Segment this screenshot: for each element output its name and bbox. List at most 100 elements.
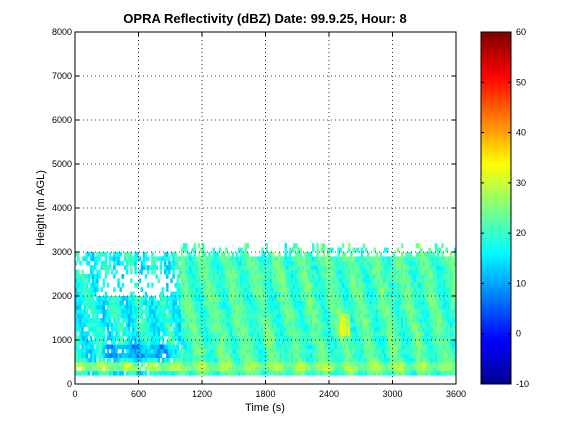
heatmap-cell [350, 282, 353, 288]
heatmap-cell [326, 357, 330, 363]
heatmap-cell [350, 366, 353, 372]
heatmap-cell [375, 318, 379, 323]
heatmap-cell [269, 344, 273, 350]
heatmap-cell [360, 265, 364, 270]
heatmap-cell [144, 274, 148, 279]
heatmap-cell [189, 335, 192, 341]
heatmap-cell [447, 269, 451, 275]
heatmap-cell [373, 274, 376, 279]
heatmap-cell [104, 300, 108, 306]
heatmap-cell [244, 247, 247, 253]
heatmap-cell [210, 291, 213, 297]
heatmap-cell [263, 331, 266, 336]
heatmap-cell [130, 340, 133, 345]
heatmap-cell [322, 282, 326, 288]
heatmap-cell [288, 313, 292, 319]
heatmap-cell [453, 282, 456, 288]
heatmap-cell [441, 291, 444, 297]
heatmap-cell [354, 291, 357, 297]
heatmap-cell [199, 260, 203, 266]
heatmap-cell [441, 287, 444, 292]
heatmap-cell [263, 300, 266, 306]
heatmap-cell [214, 256, 218, 262]
heatmap-cell [182, 260, 186, 266]
heatmap-cell [182, 300, 186, 306]
heatmap-cell [157, 318, 161, 323]
heatmap-cell [424, 291, 427, 297]
heatmap-cell [185, 300, 188, 306]
heatmap-cell [271, 357, 275, 363]
heatmap-cell [314, 304, 317, 310]
heatmap-cell [176, 322, 180, 328]
heatmap-cell [373, 260, 376, 266]
heatmap-cell [369, 335, 372, 341]
heatmap-cell [223, 252, 226, 257]
heatmap-cell [202, 335, 205, 341]
heatmap-cell [430, 269, 434, 275]
heatmap-cell [187, 304, 190, 310]
heatmap-cell [182, 313, 186, 319]
heatmap-cell [439, 304, 442, 310]
heatmap-cell [360, 326, 364, 332]
heatmap-cell [138, 370, 142, 376]
heatmap-cell [430, 326, 434, 332]
heatmap-cell [210, 340, 213, 345]
heatmap-cell [403, 274, 406, 279]
heatmap-cell [284, 260, 288, 266]
heatmap-cell [367, 282, 370, 288]
heatmap-cell [301, 340, 304, 345]
heatmap-cell [151, 309, 154, 314]
heatmap-cell [390, 265, 393, 270]
heatmap-cell [409, 344, 412, 350]
heatmap-cell [153, 309, 156, 314]
heatmap-cell [443, 362, 446, 367]
heatmap-cell [252, 282, 256, 288]
heatmap-cell [134, 344, 137, 350]
heatmap-cell [115, 304, 118, 310]
heatmap-cell [237, 366, 241, 372]
heatmap-cell [451, 300, 455, 306]
heatmap-cell [197, 353, 201, 358]
heatmap-cell [75, 287, 78, 292]
heatmap-cell [331, 322, 334, 328]
heatmap-cell [354, 300, 357, 306]
heatmap-cell [299, 274, 302, 279]
heatmap-cell [434, 326, 438, 332]
heatmap-cell [422, 331, 425, 336]
heatmap-cell [197, 344, 201, 350]
heatmap-cell [140, 269, 144, 275]
heatmap-cell [411, 282, 415, 288]
heatmap-cell [367, 362, 370, 367]
heatmap-cell [358, 362, 362, 367]
heatmap-cell [451, 362, 455, 367]
heatmap-cell [420, 335, 423, 341]
heatmap-cell [400, 278, 404, 284]
heatmap-cell [403, 300, 406, 306]
heatmap-cell [77, 309, 80, 314]
heatmap-cell [170, 260, 173, 266]
heatmap-cell [451, 318, 455, 323]
heatmap-cell [142, 362, 146, 367]
heatmap-cell [240, 366, 243, 372]
heatmap-cell [91, 269, 95, 275]
heatmap-cell [221, 269, 224, 275]
heatmap-cell [246, 366, 249, 372]
heatmap-cell [390, 348, 393, 354]
heatmap-cell [185, 291, 188, 297]
heatmap-cell [322, 362, 326, 367]
heatmap-cell [432, 252, 436, 257]
heatmap-cell [151, 366, 154, 372]
heatmap-cell [195, 348, 199, 354]
heatmap-cell [381, 296, 385, 301]
heatmap-cell [254, 348, 258, 354]
heatmap-cell [257, 326, 260, 332]
heatmap-cell [79, 300, 82, 306]
heatmap-cell [449, 291, 453, 297]
heatmap-cell [265, 291, 269, 297]
heatmap-cell [367, 291, 370, 297]
heatmap-cell [449, 357, 453, 363]
heatmap-cell [379, 362, 383, 367]
heatmap-cell [87, 362, 91, 367]
heatmap-cell [77, 291, 80, 297]
heatmap-cell [436, 309, 440, 314]
